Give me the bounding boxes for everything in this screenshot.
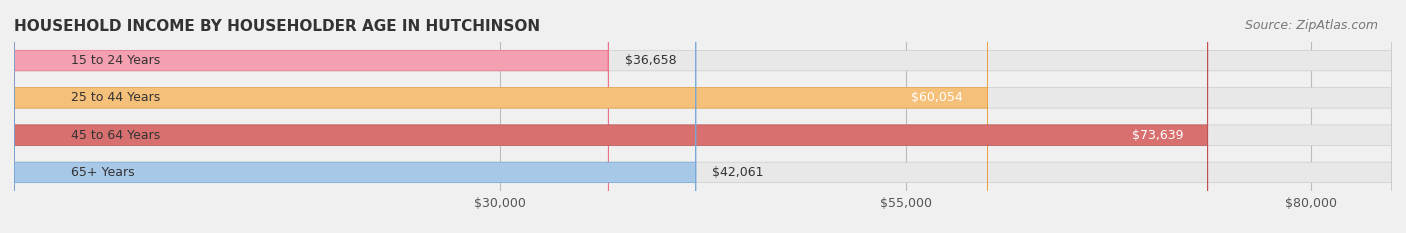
FancyBboxPatch shape	[14, 0, 1392, 233]
Text: Source: ZipAtlas.com: Source: ZipAtlas.com	[1244, 19, 1378, 32]
Text: 45 to 64 Years: 45 to 64 Years	[70, 129, 160, 142]
Text: 15 to 24 Years: 15 to 24 Years	[70, 54, 160, 67]
FancyBboxPatch shape	[14, 0, 1208, 233]
Text: $36,658: $36,658	[624, 54, 676, 67]
FancyBboxPatch shape	[14, 0, 1392, 233]
FancyBboxPatch shape	[14, 0, 1392, 233]
FancyBboxPatch shape	[14, 0, 609, 233]
FancyBboxPatch shape	[14, 0, 987, 233]
Text: 65+ Years: 65+ Years	[70, 166, 135, 179]
FancyBboxPatch shape	[14, 0, 696, 233]
Text: $73,639: $73,639	[1132, 129, 1184, 142]
Text: HOUSEHOLD INCOME BY HOUSEHOLDER AGE IN HUTCHINSON: HOUSEHOLD INCOME BY HOUSEHOLDER AGE IN H…	[14, 19, 540, 34]
FancyBboxPatch shape	[14, 0, 1392, 233]
Text: $42,061: $42,061	[711, 166, 763, 179]
Text: $60,054: $60,054	[911, 91, 963, 104]
Text: 25 to 44 Years: 25 to 44 Years	[70, 91, 160, 104]
